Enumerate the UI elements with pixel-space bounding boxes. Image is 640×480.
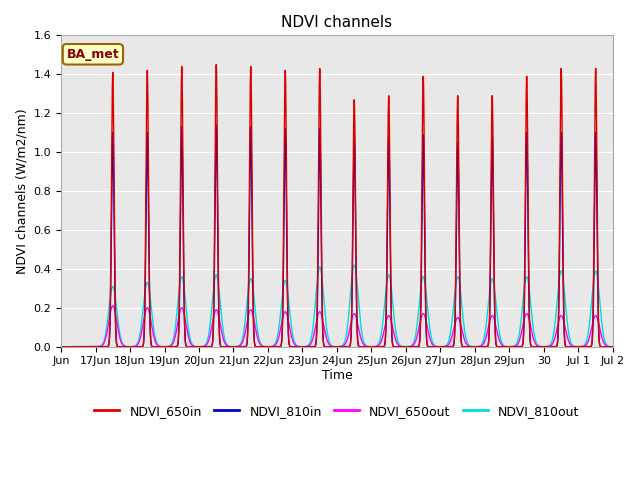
Title: NDVI channels: NDVI channels	[282, 15, 392, 30]
X-axis label: Time: Time	[322, 369, 353, 382]
Y-axis label: NDVI channels (W/m2/nm): NDVI channels (W/m2/nm)	[15, 108, 28, 274]
Text: BA_met: BA_met	[67, 48, 119, 61]
Legend: NDVI_650in, NDVI_810in, NDVI_650out, NDVI_810out: NDVI_650in, NDVI_810in, NDVI_650out, NDV…	[90, 400, 584, 423]
